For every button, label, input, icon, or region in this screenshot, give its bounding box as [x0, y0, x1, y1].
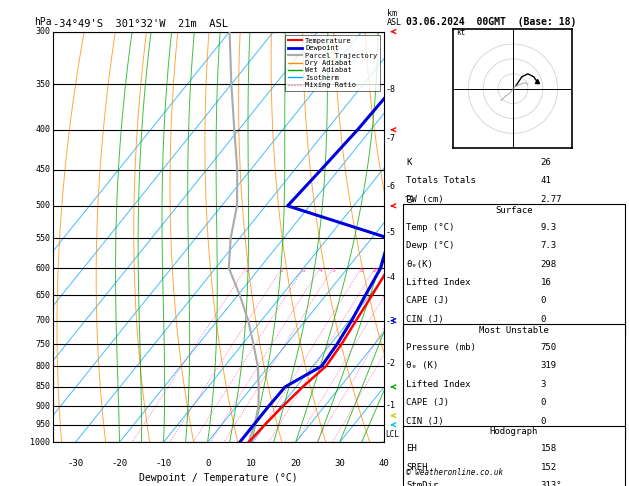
Text: -3: -3 — [386, 316, 396, 326]
Text: 0: 0 — [205, 459, 210, 468]
Text: CAPE (J): CAPE (J) — [406, 296, 449, 306]
Text: 16: 16 — [540, 278, 551, 287]
Text: Mixing Ratio (g/kg): Mixing Ratio (g/kg) — [406, 193, 415, 281]
Text: -10: -10 — [155, 459, 172, 468]
Text: 319: 319 — [540, 361, 557, 370]
Text: CIN (J): CIN (J) — [406, 315, 444, 324]
Text: -20: -20 — [111, 459, 128, 468]
Text: 313°: 313° — [540, 481, 562, 486]
Text: Dewpoint / Temperature (°C): Dewpoint / Temperature (°C) — [139, 473, 298, 483]
Text: -34°49'S  301°32'W  21m  ASL: -34°49'S 301°32'W 21m ASL — [53, 19, 228, 30]
Text: 10: 10 — [246, 459, 257, 468]
Text: -6: -6 — [386, 182, 396, 191]
Text: LCL: LCL — [386, 430, 399, 439]
Text: 1000: 1000 — [30, 438, 50, 447]
Text: 550: 550 — [35, 234, 50, 243]
Text: PW (cm): PW (cm) — [406, 195, 444, 204]
Text: -5: -5 — [386, 228, 396, 237]
Text: Most Unstable: Most Unstable — [479, 326, 549, 335]
Text: 1: 1 — [244, 268, 248, 273]
Text: 5: 5 — [331, 268, 335, 273]
Text: 41: 41 — [540, 176, 551, 186]
Text: 0: 0 — [540, 315, 546, 324]
Text: hPa: hPa — [34, 17, 52, 28]
Text: 300: 300 — [35, 27, 50, 36]
Text: 298: 298 — [540, 260, 557, 269]
Legend: Temperature, Dewpoint, Parcel Trajectory, Dry Adiabat, Wet Adiabat, Isotherm, Mi: Temperature, Dewpoint, Parcel Trajectory… — [285, 35, 380, 91]
Text: 600: 600 — [35, 263, 50, 273]
Text: 4: 4 — [318, 268, 322, 273]
Text: 2.77: 2.77 — [540, 195, 562, 204]
Text: -7: -7 — [386, 134, 396, 143]
Text: 03.06.2024  00GMT  (Base: 18): 03.06.2024 00GMT (Base: 18) — [406, 17, 576, 27]
Text: 2: 2 — [280, 268, 284, 273]
Text: Dewp (°C): Dewp (°C) — [406, 241, 455, 250]
Text: 0: 0 — [540, 417, 546, 426]
Text: 8: 8 — [359, 268, 363, 273]
Text: 750: 750 — [35, 340, 50, 348]
Text: 26: 26 — [540, 158, 551, 167]
Text: CAPE (J): CAPE (J) — [406, 398, 449, 407]
Text: 900: 900 — [35, 402, 50, 411]
Text: 158: 158 — [540, 444, 557, 453]
Text: SREH: SREH — [406, 463, 428, 472]
Text: 700: 700 — [35, 316, 50, 325]
Text: 350: 350 — [35, 80, 50, 88]
Text: Totals Totals: Totals Totals — [406, 176, 476, 186]
Text: StmDir: StmDir — [406, 481, 438, 486]
Text: 850: 850 — [35, 382, 50, 391]
Text: Surface: Surface — [495, 206, 533, 215]
Text: © weatheronline.co.uk: © weatheronline.co.uk — [406, 468, 503, 477]
Text: 9.3: 9.3 — [540, 223, 557, 232]
Text: -4: -4 — [386, 273, 396, 282]
Text: 750: 750 — [540, 343, 557, 352]
Text: -30: -30 — [67, 459, 84, 468]
Text: -1: -1 — [386, 401, 396, 410]
Text: Temp (°C): Temp (°C) — [406, 223, 455, 232]
Text: 3: 3 — [302, 268, 306, 273]
Text: 10: 10 — [371, 268, 379, 273]
Text: 650: 650 — [35, 291, 50, 300]
Text: 0: 0 — [540, 398, 546, 407]
Text: 40: 40 — [378, 459, 389, 468]
Text: 0: 0 — [540, 296, 546, 306]
Text: CIN (J): CIN (J) — [406, 417, 444, 426]
Text: km
ASL: km ASL — [387, 10, 402, 28]
Text: 3: 3 — [540, 380, 546, 389]
Text: θₑ (K): θₑ (K) — [406, 361, 438, 370]
Text: 152: 152 — [540, 463, 557, 472]
Text: Pressure (mb): Pressure (mb) — [406, 343, 476, 352]
Text: Lifted Index: Lifted Index — [406, 380, 471, 389]
Text: 450: 450 — [35, 165, 50, 174]
Text: kt: kt — [457, 28, 465, 37]
Text: 800: 800 — [35, 362, 50, 371]
Text: 400: 400 — [35, 125, 50, 134]
Text: 30: 30 — [334, 459, 345, 468]
Text: Lifted Index: Lifted Index — [406, 278, 471, 287]
Text: -2: -2 — [386, 360, 396, 368]
Text: Hodograph: Hodograph — [490, 427, 538, 436]
Text: 20: 20 — [290, 459, 301, 468]
Text: -8: -8 — [386, 86, 396, 94]
Text: 7.3: 7.3 — [540, 241, 557, 250]
Text: 500: 500 — [35, 201, 50, 210]
Text: EH: EH — [406, 444, 417, 453]
Text: θₑ(K): θₑ(K) — [406, 260, 433, 269]
Text: K: K — [406, 158, 412, 167]
Text: 950: 950 — [35, 420, 50, 429]
